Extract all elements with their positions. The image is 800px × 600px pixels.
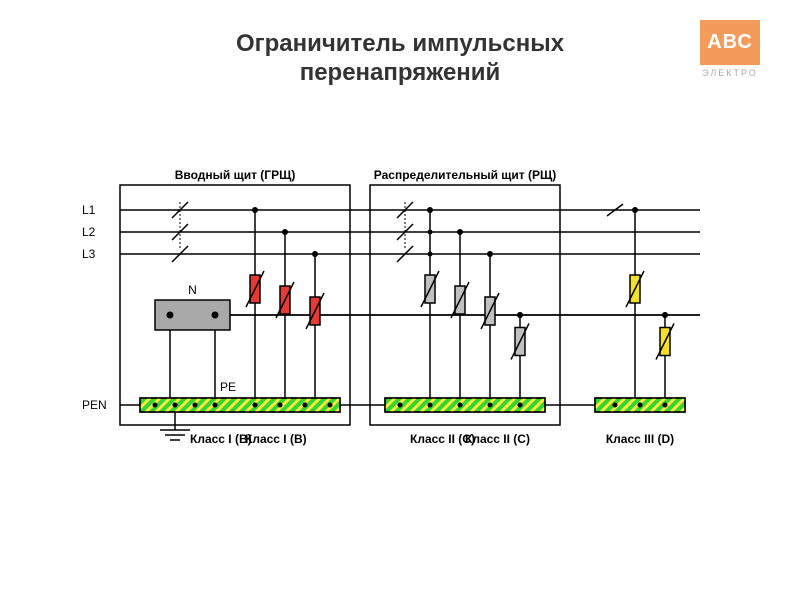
svg-text:Класс III (D): Класс III (D): [606, 432, 674, 446]
circuit-diagram: L1 L2 L3 Вводный щит (ГРЩ) Класс I (B) Распре…: [80, 160, 720, 480]
svg-text:Класс I (B): Класс I (B): [245, 432, 307, 446]
svg-text:PEN: PEN: [82, 398, 107, 412]
title-line-2: перенапряжений: [300, 59, 501, 86]
title-line-1: Ограничитель импульсных: [236, 30, 564, 57]
svg-text:L3: L3: [82, 247, 96, 261]
logo-text: АВС: [700, 20, 760, 65]
svg-text:Класс II (C): Класс II (C): [410, 432, 475, 446]
svg-text:L2: L2: [82, 225, 96, 239]
svg-text:Вводный щит (ГРЩ): Вводный щит (ГРЩ): [175, 168, 296, 182]
svg-text:N: N: [188, 283, 197, 297]
svg-text:Распределительный щит (РЩ): Распределительный щит (РЩ): [374, 168, 556, 182]
brand-logo: АВС ЭЛЕКТРО: [700, 20, 760, 78]
svg-text:PE: PE: [220, 380, 236, 394]
svg-text:L1: L1: [82, 203, 96, 217]
page-title: Ограничитель импульсных перенапряжений: [0, 30, 800, 88]
svg-text:Класс I (B): Класс I (B): [190, 432, 252, 446]
logo-subtext: ЭЛЕКТРО: [700, 68, 760, 78]
